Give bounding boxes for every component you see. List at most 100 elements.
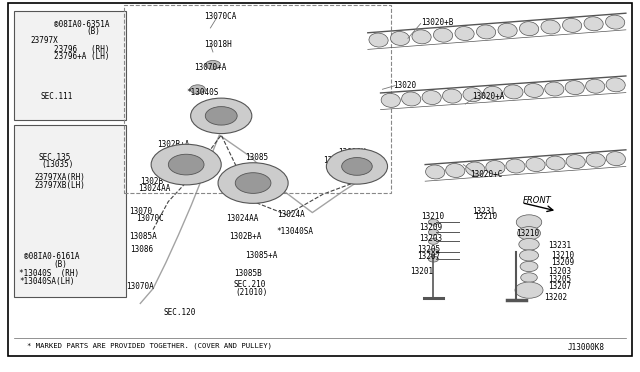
Circle shape bbox=[428, 249, 438, 255]
Ellipse shape bbox=[606, 152, 625, 166]
Ellipse shape bbox=[422, 90, 441, 105]
Ellipse shape bbox=[486, 161, 505, 174]
Ellipse shape bbox=[520, 22, 539, 36]
Ellipse shape bbox=[369, 33, 388, 47]
Ellipse shape bbox=[381, 93, 401, 108]
Text: 13024AA: 13024AA bbox=[138, 185, 171, 193]
Text: FRONT: FRONT bbox=[523, 196, 552, 205]
Text: 13070+A: 13070+A bbox=[194, 62, 226, 72]
Ellipse shape bbox=[605, 15, 625, 29]
Text: 1302B+A: 1302B+A bbox=[230, 232, 262, 241]
Ellipse shape bbox=[466, 162, 485, 176]
Text: 13207: 13207 bbox=[417, 252, 440, 262]
Text: J13000K8: J13000K8 bbox=[567, 343, 604, 352]
Text: *13040SA(LH): *13040SA(LH) bbox=[19, 277, 75, 286]
Text: ®08IA0-6351A: ®08IA0-6351A bbox=[54, 20, 109, 29]
Circle shape bbox=[151, 144, 221, 185]
Text: 23797X: 23797X bbox=[30, 36, 58, 45]
Text: 13020+B: 13020+B bbox=[420, 18, 453, 27]
Ellipse shape bbox=[455, 26, 474, 41]
Text: 13085: 13085 bbox=[245, 153, 268, 162]
Circle shape bbox=[342, 158, 372, 175]
Ellipse shape bbox=[463, 88, 482, 102]
Text: 13025: 13025 bbox=[244, 170, 267, 179]
Text: 13024A: 13024A bbox=[276, 210, 305, 219]
Text: 23796+A (LH): 23796+A (LH) bbox=[54, 52, 109, 61]
Ellipse shape bbox=[566, 155, 586, 169]
Text: 13020: 13020 bbox=[394, 81, 417, 90]
Circle shape bbox=[205, 61, 221, 69]
Circle shape bbox=[168, 154, 204, 175]
Circle shape bbox=[520, 250, 539, 261]
Text: *13040SA: *13040SA bbox=[276, 227, 314, 235]
Text: 13203: 13203 bbox=[419, 234, 442, 243]
Text: (B): (B) bbox=[54, 260, 67, 269]
Text: 13210: 13210 bbox=[420, 212, 444, 221]
Ellipse shape bbox=[606, 78, 625, 92]
Text: 13085B: 13085B bbox=[234, 269, 262, 278]
Circle shape bbox=[428, 219, 438, 225]
Text: *13040S: *13040S bbox=[186, 89, 218, 97]
Text: 23797XB(LH): 23797XB(LH) bbox=[35, 181, 85, 190]
Ellipse shape bbox=[524, 83, 543, 97]
Text: 13025: 13025 bbox=[162, 151, 185, 160]
Text: 13210: 13210 bbox=[474, 212, 497, 221]
Ellipse shape bbox=[586, 79, 605, 93]
Text: *13040S  (RH): *13040S (RH) bbox=[19, 269, 79, 278]
Text: SEC.111: SEC.111 bbox=[41, 92, 73, 101]
Text: 13203: 13203 bbox=[548, 267, 572, 276]
Circle shape bbox=[218, 163, 288, 203]
Ellipse shape bbox=[545, 82, 564, 96]
Ellipse shape bbox=[541, 20, 560, 34]
Text: 13070C: 13070C bbox=[136, 214, 164, 223]
Text: 1302B: 1302B bbox=[140, 177, 163, 186]
Text: 13209: 13209 bbox=[419, 223, 442, 232]
Text: 13209: 13209 bbox=[550, 258, 574, 267]
Text: 23796   (RH): 23796 (RH) bbox=[54, 45, 109, 54]
Circle shape bbox=[519, 238, 540, 250]
Circle shape bbox=[521, 273, 538, 282]
Circle shape bbox=[205, 107, 237, 125]
Text: 13020+C: 13020+C bbox=[470, 170, 502, 179]
Text: 13086: 13086 bbox=[130, 245, 153, 254]
Text: SEC.120: SEC.120 bbox=[164, 308, 196, 317]
Text: 13231: 13231 bbox=[548, 241, 572, 250]
Text: 13070CA: 13070CA bbox=[204, 12, 236, 22]
Text: 13018H: 13018H bbox=[204, 41, 232, 49]
Text: 13024AA: 13024AA bbox=[226, 214, 258, 223]
Ellipse shape bbox=[445, 164, 465, 177]
Ellipse shape bbox=[402, 92, 421, 106]
Text: 13205: 13205 bbox=[548, 275, 572, 283]
Ellipse shape bbox=[563, 18, 582, 32]
Circle shape bbox=[516, 215, 541, 230]
Text: 13202: 13202 bbox=[544, 293, 568, 302]
Ellipse shape bbox=[442, 89, 461, 103]
Text: 13070+B: 13070+B bbox=[323, 156, 356, 166]
Text: 13024A: 13024A bbox=[204, 114, 232, 123]
Ellipse shape bbox=[526, 158, 545, 171]
Ellipse shape bbox=[433, 28, 452, 42]
Text: (21010): (21010) bbox=[236, 288, 268, 297]
Ellipse shape bbox=[504, 85, 523, 99]
Ellipse shape bbox=[483, 86, 502, 100]
Circle shape bbox=[518, 227, 540, 240]
Text: 13210: 13210 bbox=[516, 229, 540, 238]
Text: 13020+A: 13020+A bbox=[472, 92, 504, 101]
Ellipse shape bbox=[546, 156, 565, 170]
Ellipse shape bbox=[412, 30, 431, 44]
Circle shape bbox=[236, 173, 271, 193]
Circle shape bbox=[190, 85, 205, 94]
Text: SEC.210: SEC.210 bbox=[234, 280, 266, 289]
Ellipse shape bbox=[586, 153, 605, 167]
Circle shape bbox=[428, 256, 438, 262]
Text: (B): (B) bbox=[86, 27, 100, 36]
Circle shape bbox=[428, 229, 438, 235]
Text: 13231: 13231 bbox=[472, 206, 495, 216]
Circle shape bbox=[428, 238, 438, 244]
Text: 13070A: 13070A bbox=[125, 282, 154, 291]
Text: 13085A: 13085A bbox=[129, 232, 157, 241]
Text: 13207: 13207 bbox=[548, 282, 572, 291]
Text: 23797XA(RH): 23797XA(RH) bbox=[35, 173, 85, 182]
Text: 13210: 13210 bbox=[550, 251, 574, 260]
Ellipse shape bbox=[565, 81, 584, 94]
